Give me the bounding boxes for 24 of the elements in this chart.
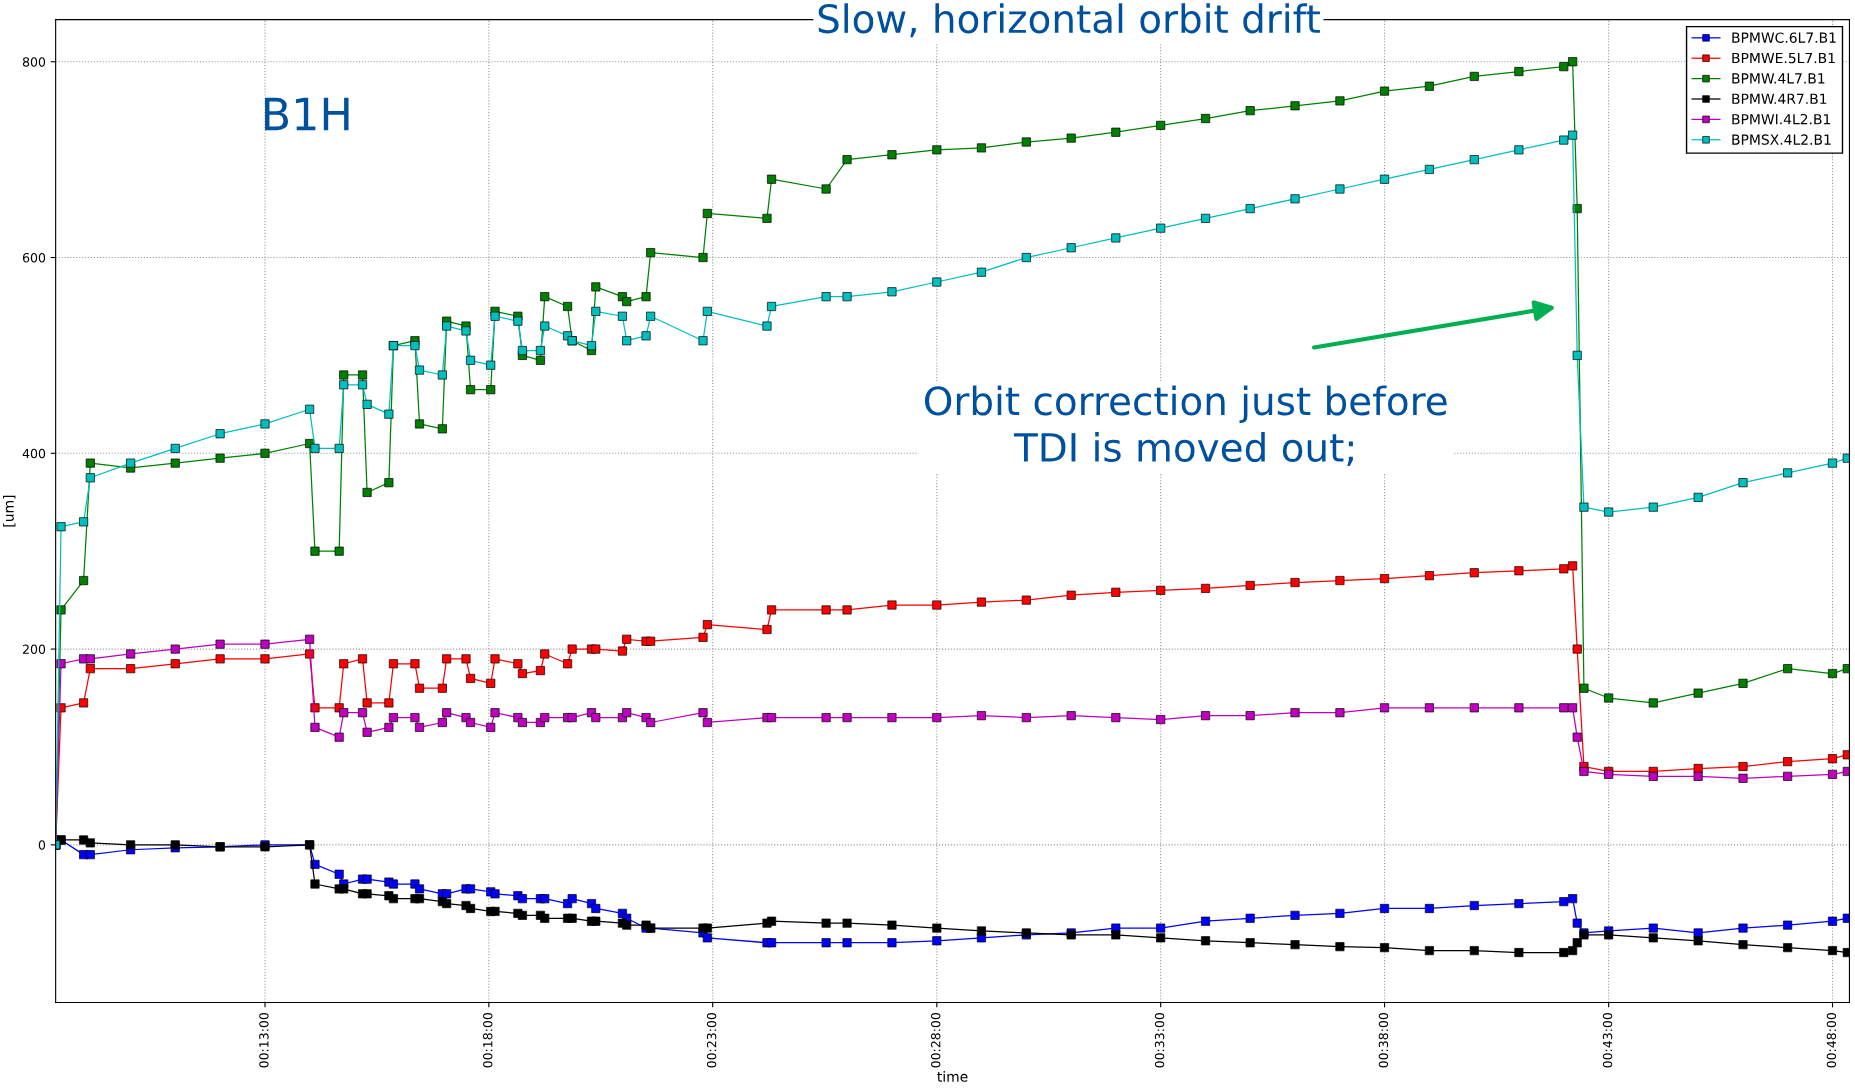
x-tick-label: 00:43:00 (1602, 1013, 1613, 1068)
legend-label: BPMW.4L7.B1 (1732, 73, 1825, 84)
y-tick-label: 400 (22, 448, 46, 459)
y-tick-label: 0 (38, 840, 46, 850)
legend-label: BPMSX.4L2.B1 (1732, 134, 1831, 145)
annotation: B1H (265, 97, 349, 131)
y-tick-label: 200 (22, 644, 46, 655)
chart-title: Slow, horizontal orbit drift (818, 3, 1320, 38)
legend-label: BPMWI.4L2.B1 (1732, 113, 1831, 125)
x-tick-label: 00:18:00 (483, 1013, 493, 1068)
x-tick-label: 00:38:00 (1378, 1013, 1389, 1068)
annotation: Orbit correction just before TDI is moved out; (924, 385, 1447, 467)
legend-label: BPMWE.5L7.B1 (1732, 52, 1835, 64)
x-axis-title: time (937, 1071, 968, 1082)
y-tick-label: 600 (22, 253, 46, 263)
x-tick-label: 00:13:00 (259, 1013, 269, 1068)
x-tick-label: 00:28:00 (930, 1013, 941, 1068)
x-tick-label: 00:48:00 (1826, 1013, 1837, 1068)
legend-label: BPMW.4R7.B1 (1732, 93, 1827, 104)
x-tick-label: 00:23:00 (706, 1013, 717, 1068)
y-axis-title: [um] (3, 495, 16, 527)
x-tick-label: 00:33:00 (1154, 1013, 1165, 1068)
y-tick-label: 800 (22, 57, 46, 67)
legend-label: BPMWC.6L7.B1 (1732, 32, 1836, 43)
